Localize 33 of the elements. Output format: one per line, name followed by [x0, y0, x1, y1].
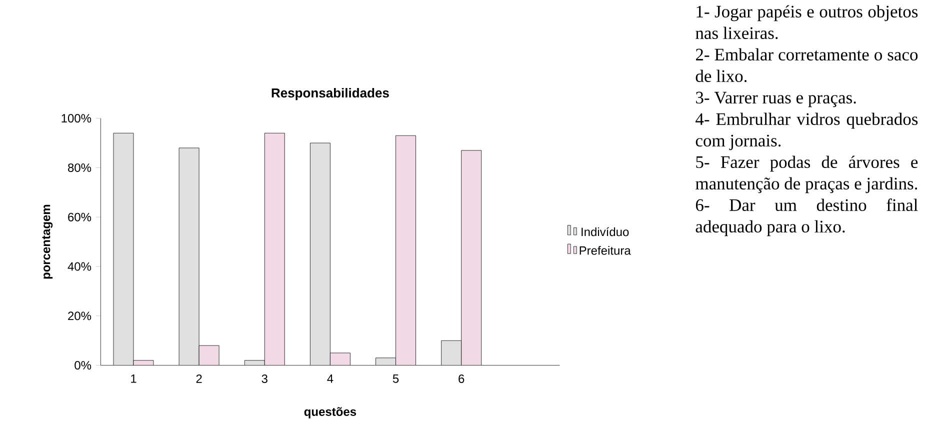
bar — [199, 346, 220, 366]
y-tick-label: 0% — [74, 361, 92, 370]
x-tick-label: 6 — [458, 374, 464, 384]
text: 4- Embrulhar vidros quebrados com jornais. — [696, 112, 918, 150]
bar — [330, 352, 350, 366]
y-tick-label: 20% — [68, 312, 92, 320]
bar — [461, 150, 482, 366]
text: 2- Embalar corretamente o saco de lixo. — [696, 48, 918, 82]
bar — [396, 136, 416, 366]
legend-label: Prefeitura — [580, 246, 631, 255]
y-tick-label: 80% — [68, 163, 92, 172]
chart-title: Responsabilidades — [272, 88, 389, 100]
y-tick-label: 60% — [68, 212, 92, 222]
text: 1- Jogar papéis e outros objetos nas lixeiras. — [696, 5, 918, 40]
x-tick-label: 4 — [327, 374, 334, 383]
bar — [179, 148, 200, 366]
y-axis-title: porcentagem — [42, 204, 53, 279]
bar — [441, 340, 462, 366]
bar — [264, 133, 285, 366]
x-axis-title: questões — [304, 407, 356, 418]
x-tick-label: 5 — [392, 374, 399, 383]
x-tick-label: 1 — [131, 374, 136, 383]
y-tick-label: 40% — [68, 262, 92, 271]
x-tick-label: 3 — [262, 374, 268, 384]
legend-label: Indivíduo — [582, 227, 629, 236]
text: 3- Varrer ruas e praças. — [696, 92, 856, 108]
text: 6- Dar um destino final adequado para o lixo. — [696, 198, 918, 236]
bar — [310, 143, 330, 366]
x-tick-label: 2 — [196, 374, 202, 383]
y-tick-label: 100% — [62, 114, 92, 123]
bar — [113, 133, 134, 366]
text: 5- Fazer podas de árvores e manutenção de praças e jardins. — [696, 156, 918, 194]
bar — [376, 358, 396, 366]
